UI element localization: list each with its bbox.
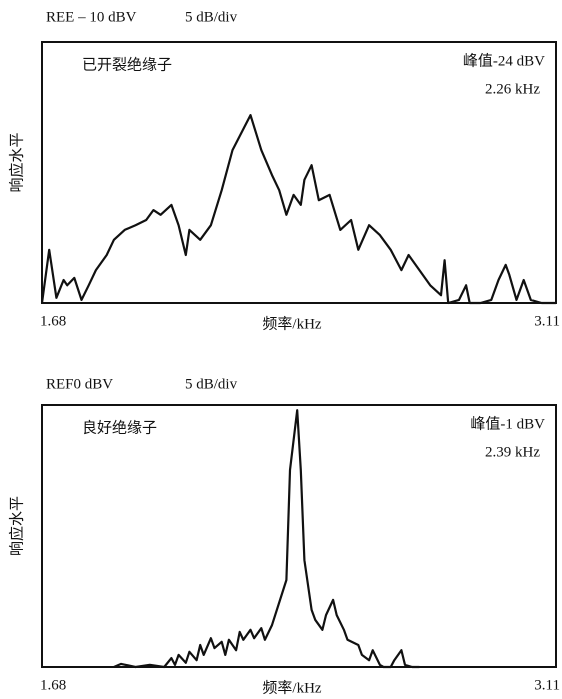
- peak-annotation: 峰值-1 dBV: [470, 415, 545, 432]
- spectrum-line: [40, 114, 556, 305]
- x-axis-label: 频率/kHz: [262, 315, 322, 332]
- plot-frame: [41, 404, 557, 668]
- x-axis-label: 频率/kHz: [262, 679, 322, 696]
- scale-label: 5 dB/div: [185, 376, 238, 392]
- peak-annotation: 峰值-24 dBV: [463, 52, 545, 69]
- frequency-annotation: 2.26 kHz: [485, 81, 540, 97]
- y-axis-label: 响应水平: [7, 496, 25, 556]
- x-tick-label: 3.11: [534, 313, 560, 329]
- reference-level: REE – 10 dBV: [46, 9, 137, 25]
- x-tick-label: 3.11: [534, 677, 560, 693]
- x-tick-label: 1.68: [40, 313, 66, 329]
- reference-level: REF0 dBV: [46, 376, 113, 392]
- chart-title: 良好绝缘子: [82, 419, 157, 436]
- y-axis-label: 响应水平: [7, 132, 25, 192]
- chart-title: 已开裂绝缘子: [82, 56, 172, 73]
- x-tick-label: 1.68: [40, 677, 66, 693]
- frequency-annotation: 2.39 kHz: [485, 444, 540, 460]
- scale-label: 5 dB/div: [185, 9, 238, 25]
- spectrum-line: [113, 409, 420, 669]
- plot-frame: [41, 41, 557, 304]
